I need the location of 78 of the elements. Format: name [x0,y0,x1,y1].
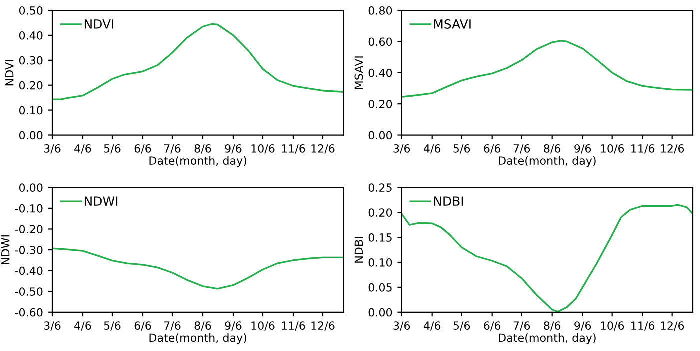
x-tick-label: 12/6 [312,322,335,331]
x-tick-label: 10/6 [252,144,275,154]
y-tick-label: 0.00 [19,184,43,192]
y-tick-label: -0.60 [15,308,43,317]
line-series [52,248,344,290]
x-tick-label: 12/6 [661,322,684,331]
x-tick-label: 11/6 [632,322,655,331]
x-tick-label: 8/6 [194,322,212,331]
y-tick-label: 0.15 [368,234,392,242]
y-tick-label: 0.20 [19,81,43,90]
x-tick-label: 6/6 [134,144,152,154]
x-tick-label: 5/6 [104,144,121,154]
x-tick-label: 10/6 [252,322,275,331]
x-tick-label: 4/6 [74,144,92,154]
y-tick-label: -0.40 [15,266,43,276]
y-tick-label: 0.00 [368,308,392,317]
x-tick-label: 6/6 [484,322,501,331]
y-tick-label: 0.10 [19,106,43,115]
y-tick-label: -0.20 [15,225,43,234]
x-axis-title: Date(month, day) [499,156,596,168]
x-axis-title: Date(month, day) [499,334,596,344]
legend-label: NDVI [84,20,114,29]
x-tick-label: 3/6 [44,144,61,154]
x-tick-label: 11/6 [282,144,306,154]
y-tick-label: 0.05 [368,283,392,292]
x-tick-label: 5/6 [454,144,470,154]
y-tick-label: 0.80 [368,6,392,15]
x-axis-title: Date(month, day) [150,156,247,168]
y-tick-label: 0.60 [368,38,392,46]
y-tick-label: 0.20 [368,100,392,108]
y-axis-title: NDBI [354,237,364,263]
legend-label: NDBI [434,196,464,206]
x-tick-label: 7/6 [514,322,530,331]
y-tick-label: -0.10 [15,204,43,213]
y-tick-label: 0.30 [19,56,43,65]
x-tick-label: 5/6 [454,322,470,331]
x-tick-label: 12/6 [312,144,335,154]
y-tick-label: 0.50 [19,6,43,15]
y-tick-label: 0.00 [368,131,392,140]
y-axis-title: NDVI [6,60,14,86]
x-tick-label: 4/6 [424,322,441,331]
x-tick-label: 8/6 [544,144,561,154]
y-tick-label: -0.50 [15,288,43,296]
x-tick-label: 6/6 [134,322,152,331]
y-tick-label: 0.40 [368,68,392,78]
x-tick-label: 3/6 [394,322,410,331]
x-tick-label: 9/6 [225,322,242,331]
line-series [402,40,693,98]
x-tick-label: 11/6 [632,144,655,154]
x-tick-label: 5/6 [104,322,121,331]
x-tick-label: 3/6 [394,144,410,154]
y-tick-label: 0.40 [19,31,43,40]
x-tick-label: 12/6 [661,144,684,154]
x-tick-label: 11/6 [282,322,306,331]
x-tick-label: 9/6 [574,144,592,154]
x-tick-label: 3/6 [44,322,61,331]
y-tick-label: 0.00 [19,131,43,140]
x-tick-label: 10/6 [601,322,624,331]
legend-label: MSAVI [434,20,471,29]
x-axis-title: Date(month, day) [150,334,247,344]
x-tick-label: 7/6 [164,144,181,154]
x-tick-label: 9/6 [574,322,592,331]
x-tick-label: 6/6 [484,144,501,154]
y-axis-title: NDWI [2,236,10,264]
y-tick-label: 0.10 [368,258,392,267]
y-tick-label: -0.30 [15,246,43,254]
x-tick-label: 8/6 [194,144,212,154]
x-tick-label: 9/6 [225,144,242,154]
x-tick-label: 8/6 [544,322,561,331]
x-tick-label: 10/6 [601,144,624,154]
legend-label: NDWI [84,196,118,206]
y-tick-label: 0.25 [368,184,392,192]
x-tick-label: 4/6 [424,144,441,154]
x-tick-label: 4/6 [74,322,92,331]
y-tick-label: 0.20 [368,208,392,217]
y-axis-title: MSAVI [354,56,364,90]
x-tick-label: 7/6 [514,144,530,154]
x-tick-label: 7/6 [164,322,181,331]
